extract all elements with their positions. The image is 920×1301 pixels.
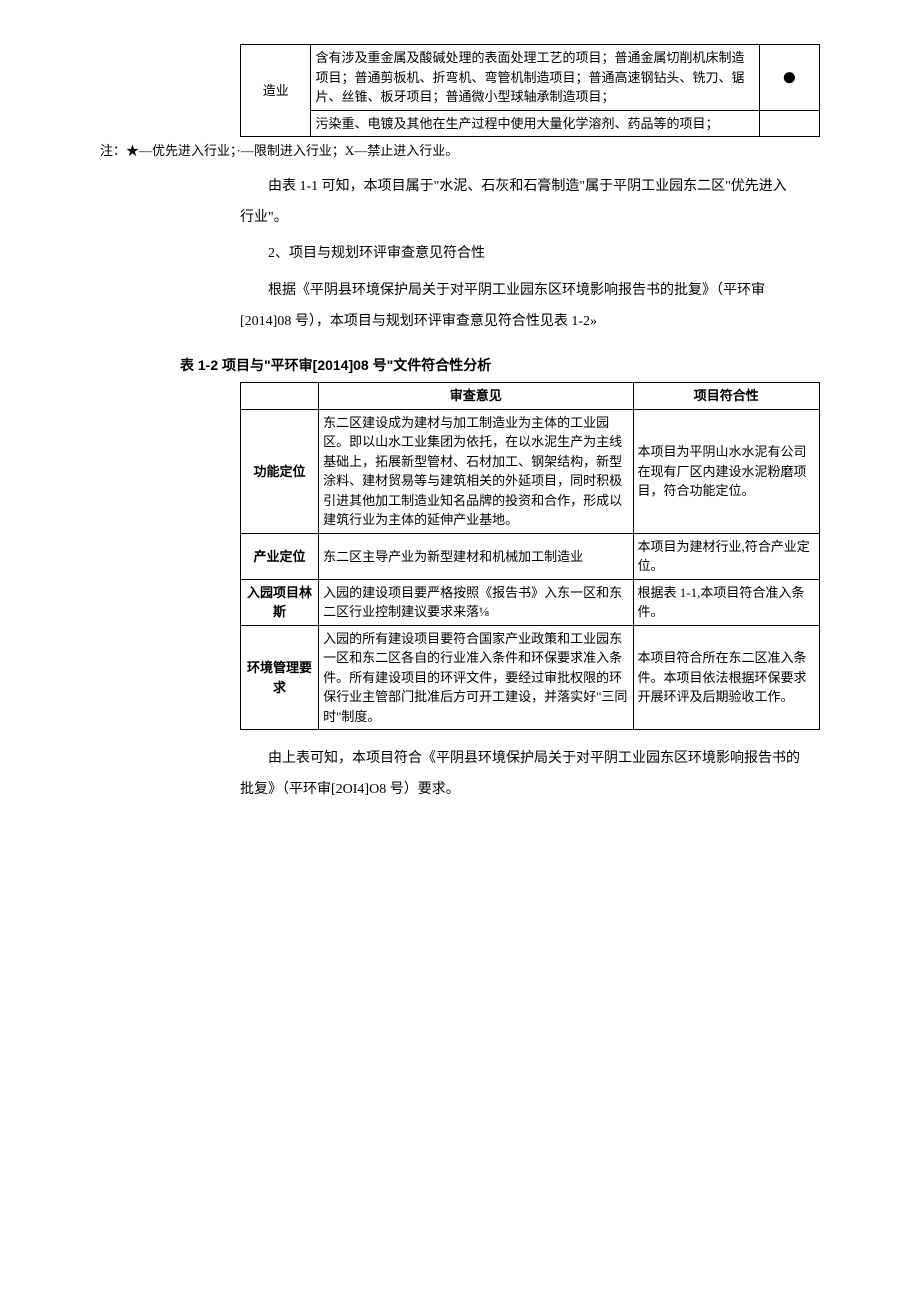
table-legend-note: 注：★—优先进入行业；·—限制进入行业；X—禁止进入行业。 (100, 141, 820, 162)
industry-name-cell: 造业 (241, 45, 311, 137)
table-header-row: 审查意见 项目符合性 (241, 383, 820, 410)
row-compliance: 本项目符合所在东二区准入条件。本项目依法根据环保要求开展环评及后期验收工作。 (633, 625, 820, 730)
table-row: 造业 含有涉及重金属及酸碱处理的表面处理工艺的项目；普通金属切削机床制造项目；普… (241, 45, 820, 111)
industry-mark-cell (759, 110, 819, 137)
table-row: 入园项目林斯 入园的建设项目要严格按照《报告书》入东一区和东二区行业控制建议要求… (241, 579, 820, 625)
paragraph-conclusion: 由上表可知，本项目符合《平阴县环境保护局关于对平阴工业园东区环境影响报告书的批复… (240, 744, 800, 806)
row-compliance: 本项目为建材行业,符合产业定位。 (633, 533, 820, 579)
row-opinion: 入园的建设项目要严格按照《报告书》入东一区和东二区行业控制建议要求来落⅛ (319, 579, 633, 625)
industry-desc-cell: 含有涉及重金属及酸碱处理的表面处理工艺的项目；普通金属切削机床制造项目；普通剪板… (311, 45, 759, 111)
header-compliance: 项目符合性 (633, 383, 820, 410)
table-row: 功能定位 东二区建设成为建材与加工制造业为主体的工业园区。即以山水工业集团为依托… (241, 409, 820, 533)
row-label: 产业定位 (241, 533, 319, 579)
row-label: 功能定位 (241, 409, 319, 533)
paragraph-section-2: 2、项目与规划环评审查意见符合性 (240, 239, 800, 270)
industry-mark-cell: ● (759, 45, 819, 111)
row-compliance: 本项目为平阴山水水泥有公司在现有厂区内建设水泥粉磨项目，符合功能定位。 (633, 409, 820, 533)
header-opinion: 审查意见 (319, 383, 633, 410)
row-opinion: 东二区主导产业为新型建材和机械加工制造业 (319, 533, 633, 579)
row-compliance: 根据表 1-1,本项目符合准入条件。 (633, 579, 820, 625)
header-blank (241, 383, 319, 410)
industry-table: 造业 含有涉及重金属及酸碱处理的表面处理工艺的项目；普通金属切削机床制造项目；普… (240, 44, 820, 137)
row-label: 入园项目林斯 (241, 579, 319, 625)
paragraph-basis: 根据《平阴县环境保护局关于对平阴工业园东区环境影响报告书的批复》（平环审[201… (240, 276, 800, 338)
paragraph-analysis-1: 由表 1-1 可知，本项目属于"水泥、石灰和石膏制造"属于平阴工业园东二区"优先… (240, 172, 800, 234)
row-opinion: 东二区建设成为建材与加工制造业为主体的工业园区。即以山水工业集团为依托，在以水泥… (319, 409, 633, 533)
table-row: 产业定位 东二区主导产业为新型建材和机械加工制造业 本项目为建材行业,符合产业定… (241, 533, 820, 579)
row-label: 环境管理要求 (241, 625, 319, 730)
industry-desc-cell: 污染重、电镀及其他在生产过程中使用大量化学溶剂、药品等的项目； (311, 110, 759, 137)
table-1-2-caption: 表 1-2 项目与"平环审[2014]08 号"文件符合性分析 (180, 352, 820, 379)
row-opinion: 入园的所有建设项目要符合国家产业政策和工业园东一区和东二区各自的行业准入条件和环… (319, 625, 633, 730)
table-row: 污染重、电镀及其他在生产过程中使用大量化学溶剂、药品等的项目； (241, 110, 820, 137)
compliance-table: 审查意见 项目符合性 功能定位 东二区建设成为建材与加工制造业为主体的工业园区。… (240, 382, 820, 730)
table-row: 环境管理要求 入园的所有建设项目要符合国家产业政策和工业园东一区和东二区各自的行… (241, 625, 820, 730)
